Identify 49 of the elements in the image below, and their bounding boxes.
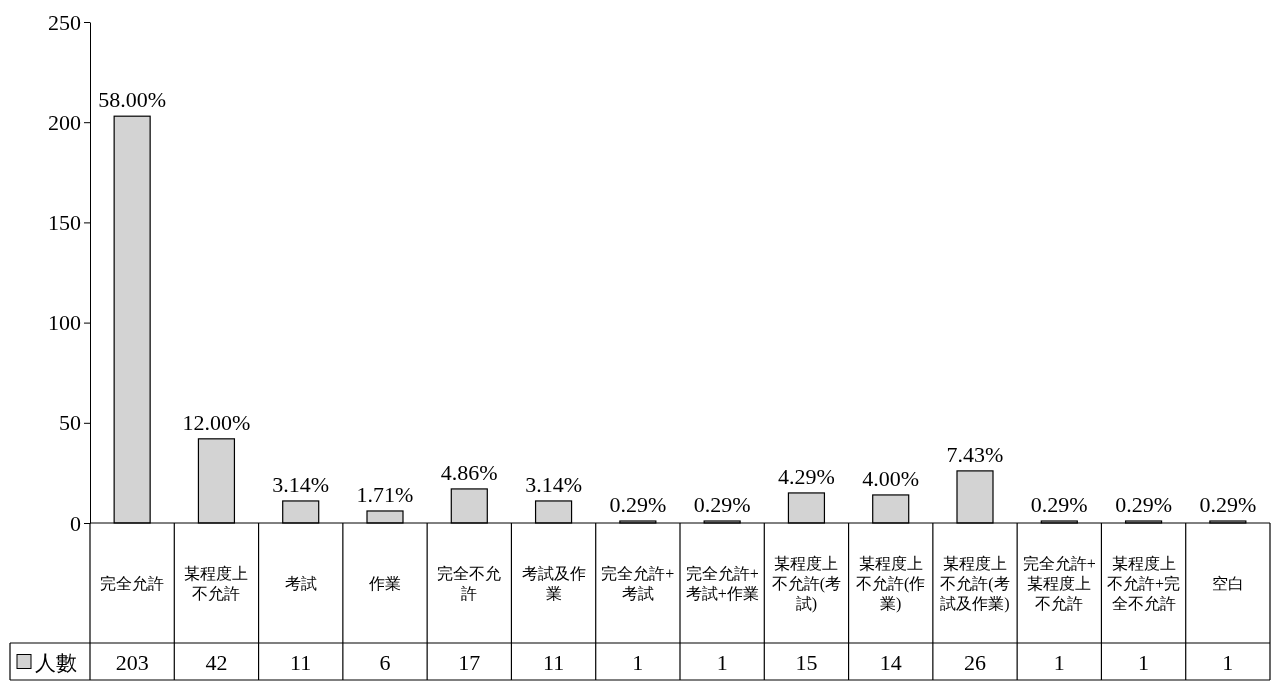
data-label: 1 <box>1222 649 1234 675</box>
y-tick-label: 250 <box>48 9 81 35</box>
x-tick-label: 某程度上不允許(作業) <box>856 555 926 613</box>
annotation: 0.29% <box>1199 492 1257 517</box>
x-tick-label: 完全允許+考試 <box>601 565 675 602</box>
data-label: 1 <box>1053 649 1065 675</box>
x-tick-label: 完全允許+考試+作業 <box>685 565 759 602</box>
annotation: 7.43% <box>946 441 1004 467</box>
x-tick-label: 作業 <box>368 575 401 592</box>
data-label: 1 <box>1138 649 1150 675</box>
annotation: 4.86% <box>440 459 498 485</box>
x-tick-label: 空白 <box>1211 575 1244 592</box>
data-label: 11 <box>290 649 312 675</box>
legend-label: 人數 <box>35 650 77 675</box>
annotation: 0.29% <box>609 492 667 517</box>
annotation: 4.00% <box>862 465 920 491</box>
annotation: 3.14% <box>525 471 582 497</box>
x-tick-label: 完全不允許 <box>437 565 502 602</box>
y-tick-label: 200 <box>48 109 81 135</box>
data-label: 26 <box>964 649 986 675</box>
data-label: 17 <box>458 649 481 675</box>
annotation: 3.14% <box>272 471 330 497</box>
y-tick-label: 50 <box>59 410 81 436</box>
annotation: 58.00% <box>98 87 167 113</box>
data-label: 203 <box>115 649 149 675</box>
x-tick-label: 完全允許+某程度上不允許 <box>1022 555 1096 612</box>
annotation: 1.71% <box>356 481 414 507</box>
y-tick-label: 0 <box>70 510 81 536</box>
annotation: 0.29% <box>1115 492 1172 517</box>
data-label: 15 <box>795 649 818 675</box>
data-label: 11 <box>542 649 565 675</box>
x-tick-label: 某程度上不允許(考試) <box>771 555 842 613</box>
annotation: 12.00% <box>182 409 251 435</box>
x-tick-label: 某程度上不允許+完全不允許 <box>1107 555 1181 612</box>
data-label: 1 <box>716 649 728 675</box>
x-tick-label: 完全允許 <box>100 575 165 592</box>
y-tick-label: 150 <box>48 209 81 235</box>
annotation: 4.29% <box>778 463 835 489</box>
y-tick-label: 100 <box>48 310 81 336</box>
x-tick-label: 某程度上不允許(考試及作業) <box>940 555 1010 613</box>
x-tick-label: 考試 <box>284 575 317 592</box>
annotation: 0.29% <box>1030 492 1088 517</box>
annotation: 0.29% <box>693 492 751 517</box>
x-tick-label: 考試及作業 <box>521 565 586 602</box>
data-label: 14 <box>879 649 902 675</box>
data-label: 42 <box>205 649 228 675</box>
x-tick-label: 某程度上不允許 <box>184 565 249 602</box>
data-label: 1 <box>632 649 644 675</box>
data-label: 6 <box>379 649 391 675</box>
